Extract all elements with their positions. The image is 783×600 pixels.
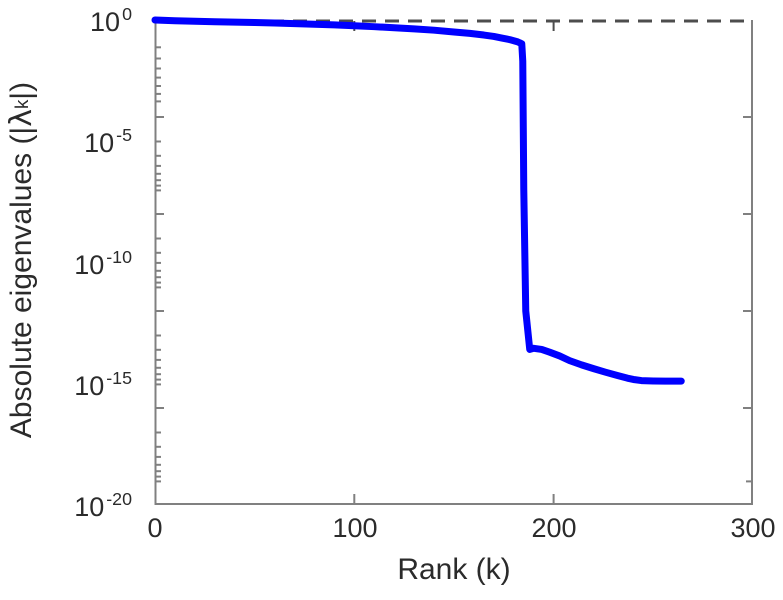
y-tick-exponent: -15 bbox=[106, 368, 132, 388]
x-tick-label-0: 0 bbox=[147, 513, 163, 543]
x-axis-title: Rank (k) bbox=[397, 553, 511, 586]
y-tick-label-1e0: 10 0 bbox=[20, 4, 132, 38]
x-axis-major-ticks bbox=[353, 494, 555, 504]
lambda-symbol: λ bbox=[4, 109, 39, 127]
y-axis-minor-ticks bbox=[155, 46, 164, 483]
y-tick-mantissa: 10 bbox=[74, 250, 105, 281]
eigenvalue-spectrum-line bbox=[151, 16, 685, 385]
x-tick-label-200: 200 bbox=[531, 513, 577, 543]
y-tick-mantissa: 10 bbox=[84, 128, 115, 159]
y-tick-label-1e-10: 10 -10 bbox=[20, 247, 132, 281]
y-tick-exponent: -20 bbox=[106, 489, 132, 509]
y-axis-right-ticks bbox=[743, 116, 752, 483]
y-axis-title-text-post: |) bbox=[5, 81, 38, 100]
y-tick-mantissa: 10 bbox=[74, 492, 105, 523]
axis-box bbox=[154, 19, 753, 505]
y-tick-exponent: 0 bbox=[122, 4, 132, 24]
x-tick-label-300: 300 bbox=[730, 513, 776, 543]
y-tick-label-1e-5: 10 -5 bbox=[20, 125, 132, 159]
y-tick-mantissa: 10 bbox=[74, 371, 105, 402]
x-tick-label-100: 100 bbox=[332, 513, 378, 543]
y-tick-exponent: -5 bbox=[116, 125, 132, 145]
plot-area bbox=[151, 16, 753, 505]
y-tick-label-1e-15: 10 -15 bbox=[20, 368, 132, 402]
y-tick-label-1e-20: 10 -20 bbox=[20, 489, 132, 523]
y-tick-mantissa: 10 bbox=[90, 7, 121, 38]
y-tick-exponent: -10 bbox=[106, 247, 132, 267]
lambda-subscript-k: k bbox=[10, 99, 32, 109]
